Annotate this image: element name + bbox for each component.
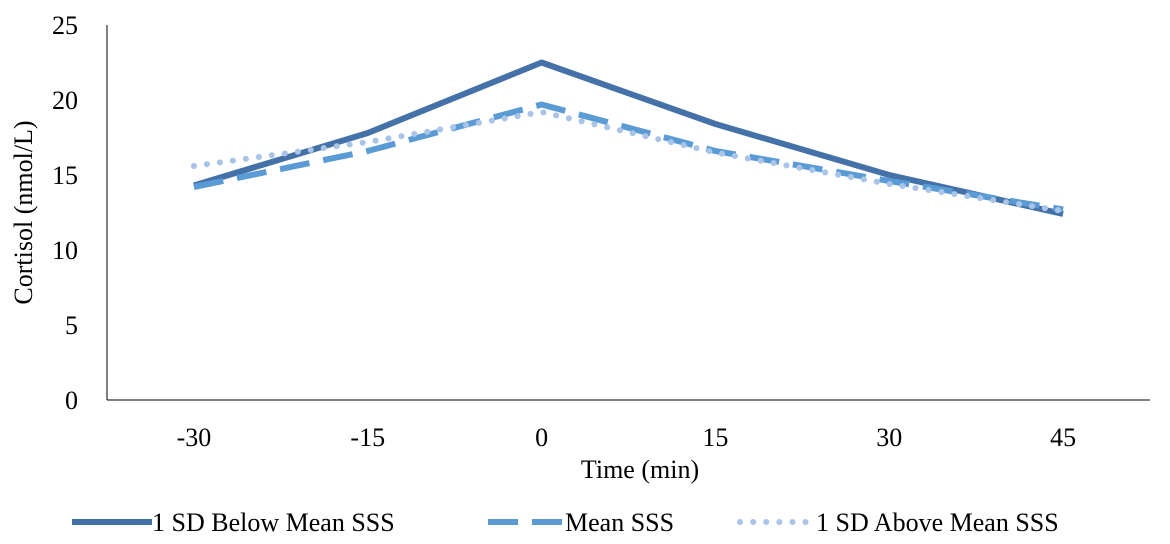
legend-label-3: 1 SD Above Mean SSS (816, 508, 1059, 537)
y-tick-label: 15 (52, 161, 78, 190)
x-tick-label: 15 (702, 423, 728, 452)
y-tick-label: 0 (65, 386, 78, 415)
series-line-3 (190, 109, 1067, 214)
y-tick-label: 10 (52, 236, 78, 265)
y-tick-label: 25 (52, 11, 78, 40)
y-tick-label: 20 (52, 86, 78, 115)
legend-label-1: 1 SD Below Mean SSS (152, 508, 395, 537)
series-lines (190, 59, 1067, 217)
legend-label-2: Mean SSS (565, 508, 674, 537)
x-tick-label: 30 (876, 423, 902, 452)
x-tick-label: -15 (350, 423, 385, 452)
series-line-1 (193, 59, 1064, 217)
x-tick-label: 45 (1050, 423, 1076, 452)
y-axis-tick-labels: 0 5 10 15 20 25 (52, 11, 78, 415)
x-tick-label: 0 (535, 423, 548, 452)
x-tick-label: -30 (177, 423, 212, 452)
series-line-2 (193, 101, 1064, 213)
chart-legend: 1 SD Below Mean SSS Mean SSS 1 SD Above Me… (72, 508, 1059, 537)
x-axis-tick-labels: -30 -15 0 15 30 45 (177, 423, 1077, 452)
y-tick-label: 5 (65, 311, 78, 340)
y-axis-label: Cortisol (nmol/L) (9, 120, 38, 304)
x-axis-label: Time (min) (581, 455, 699, 484)
